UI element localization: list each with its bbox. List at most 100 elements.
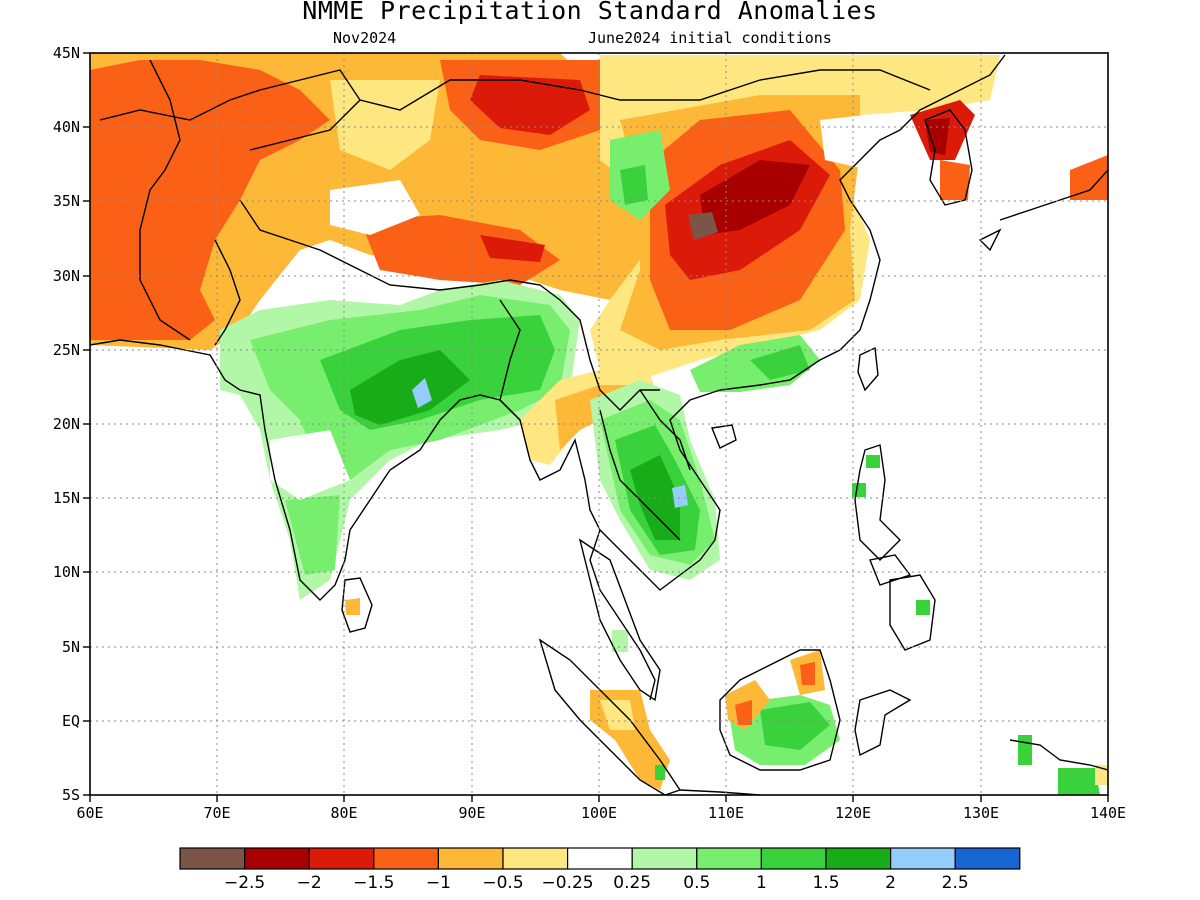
colorbar-label: −0.5 xyxy=(482,873,523,893)
longitude-labels: 60E 70E 80E 90E 100E 110E 120E 130E 140E xyxy=(76,804,1126,822)
lat-label: 5N xyxy=(62,638,80,656)
colorbar-label: 0.25 xyxy=(613,873,651,893)
border-iran-pak xyxy=(139,59,191,341)
anomaly-region-papua-dry xyxy=(1095,765,1108,785)
anomaly-fields xyxy=(90,53,1108,795)
gridlines xyxy=(90,53,1108,795)
anomaly-region-bengal-blue xyxy=(412,378,432,408)
colorbar-label: 1 xyxy=(756,873,767,893)
border-china-mongolia xyxy=(359,69,931,111)
anomaly-region-south-china-core xyxy=(750,345,810,380)
anomaly-region-india-deep xyxy=(350,350,470,425)
anomaly-region-west-asia xyxy=(90,60,330,340)
lat-label: 20N xyxy=(53,415,80,433)
colorbar-label: −1 xyxy=(426,873,451,893)
forecast-month: Nov2024 xyxy=(333,29,397,47)
coastline-indochina xyxy=(599,54,1006,591)
anomaly-region-korea-neutral xyxy=(820,115,870,170)
coastline-hainan xyxy=(711,424,737,449)
coastline-java xyxy=(679,789,761,795)
coastline-korea xyxy=(924,109,973,206)
colorbar-swatch xyxy=(373,847,439,870)
coastline-taiwan xyxy=(857,346,879,392)
colorbar-swatch xyxy=(825,847,892,870)
initial-conditions-label: June2024 initial conditions xyxy=(588,29,832,47)
colorbar: −2.5 −2 −1.5 −1 −0.5 −0.25 0.25 0.5 1 1.5 2 2.5 xyxy=(179,847,1021,893)
anomaly-region-java xyxy=(655,765,665,780)
colorbar-swatch xyxy=(954,847,1021,870)
anomaly-region-japan xyxy=(1070,155,1108,200)
anomaly-region-maluku xyxy=(1018,735,1032,765)
colorbar-swatch xyxy=(760,847,827,870)
latitude-labels: 45N 40N 35N 30N 25N 20N 15N 10N 5N EQ 5S xyxy=(53,44,80,804)
anomaly-region-china-wet-core xyxy=(620,165,648,205)
lon-label: 140E xyxy=(1090,804,1126,822)
tick-marks xyxy=(83,52,1109,802)
coastline-srilanka xyxy=(341,577,373,633)
coastline-malay-peninsula xyxy=(578,538,661,702)
colorbar-label: −0.25 xyxy=(542,873,594,893)
coastline-mindanao xyxy=(889,574,936,651)
lat-label: 15N xyxy=(53,489,80,507)
colorbar-label: −2 xyxy=(297,873,322,893)
anomaly-region-central-china-core xyxy=(700,160,810,235)
coastline-borneo xyxy=(719,649,841,771)
colorbar-label: 1.5 xyxy=(812,873,839,893)
colorbar-swatch xyxy=(502,847,569,870)
lon-label: 70E xyxy=(203,804,230,822)
anomaly-region-borneo-orange xyxy=(735,700,752,725)
anomaly-region-south-korea xyxy=(940,160,970,200)
border-central-asia xyxy=(99,69,361,151)
colorbar-swatch xyxy=(179,847,246,870)
lat-label: 40N xyxy=(53,118,80,136)
lon-label: 90E xyxy=(458,804,485,822)
lon-label: 60E xyxy=(76,804,103,822)
lat-label: 10N xyxy=(53,563,80,581)
anomaly-region-sumatra-light xyxy=(600,700,635,730)
anomaly-region-india-neutral xyxy=(270,430,350,500)
border-himalaya xyxy=(239,199,561,301)
colorbar-label: 0.5 xyxy=(683,873,710,893)
colorbar-label: 2 xyxy=(885,873,896,893)
coastline-sumatra xyxy=(538,638,682,795)
coastline-luzon xyxy=(854,444,901,561)
colorbar-swatch xyxy=(437,847,504,870)
anomaly-region-china-extreme xyxy=(688,212,718,240)
lon-label: 120E xyxy=(835,804,871,822)
anomaly-region-mindanao xyxy=(916,600,930,615)
lon-label: 100E xyxy=(581,804,617,822)
colorbar-label: −1.5 xyxy=(353,873,394,893)
colorbar-swatch xyxy=(244,847,310,870)
anomaly-region-srilanka xyxy=(345,598,360,615)
lon-label: 80E xyxy=(330,804,357,822)
anomaly-region-sabah-core xyxy=(800,662,815,685)
anomaly-region-luzon xyxy=(866,455,880,468)
anomaly-region-tibet xyxy=(360,215,560,285)
coastline-visayas xyxy=(869,554,912,586)
anomaly-region-tibet-core xyxy=(480,235,545,262)
lat-label: 35N xyxy=(53,192,80,210)
lat-label: EQ xyxy=(62,712,80,730)
border-india-pak xyxy=(214,239,241,346)
coastline-new-guinea xyxy=(1009,739,1108,771)
lat-label: 45N xyxy=(53,44,80,62)
colorbar-swatches xyxy=(179,847,1021,870)
coastline-japan xyxy=(978,169,1108,252)
anomaly-region-papua xyxy=(1058,768,1100,795)
anomaly-region-mongolia-core xyxy=(470,75,590,135)
colorbar-swatch xyxy=(889,847,956,870)
lat-label: 30N xyxy=(53,267,80,285)
colorbar-swatch xyxy=(631,847,698,870)
lon-label: 130E xyxy=(963,804,999,822)
anomaly-region-xinjiang-neutral xyxy=(330,180,420,235)
colorbar-labels: −2.5 −2 −1.5 −1 −0.5 −0.25 0.25 0.5 1 1.5 2 2.5 xyxy=(224,873,969,893)
anomaly-region-borneo-core xyxy=(760,702,830,750)
coastlines xyxy=(90,54,1108,795)
anomaly-region-south-india xyxy=(285,495,340,575)
colorbar-swatch xyxy=(696,847,762,870)
coastline-sulawesi xyxy=(854,689,912,757)
map-title: NMME Precipitation Standard Anomalies xyxy=(302,0,878,25)
colorbar-label: −2.5 xyxy=(224,873,265,893)
border-indochina xyxy=(599,389,691,541)
